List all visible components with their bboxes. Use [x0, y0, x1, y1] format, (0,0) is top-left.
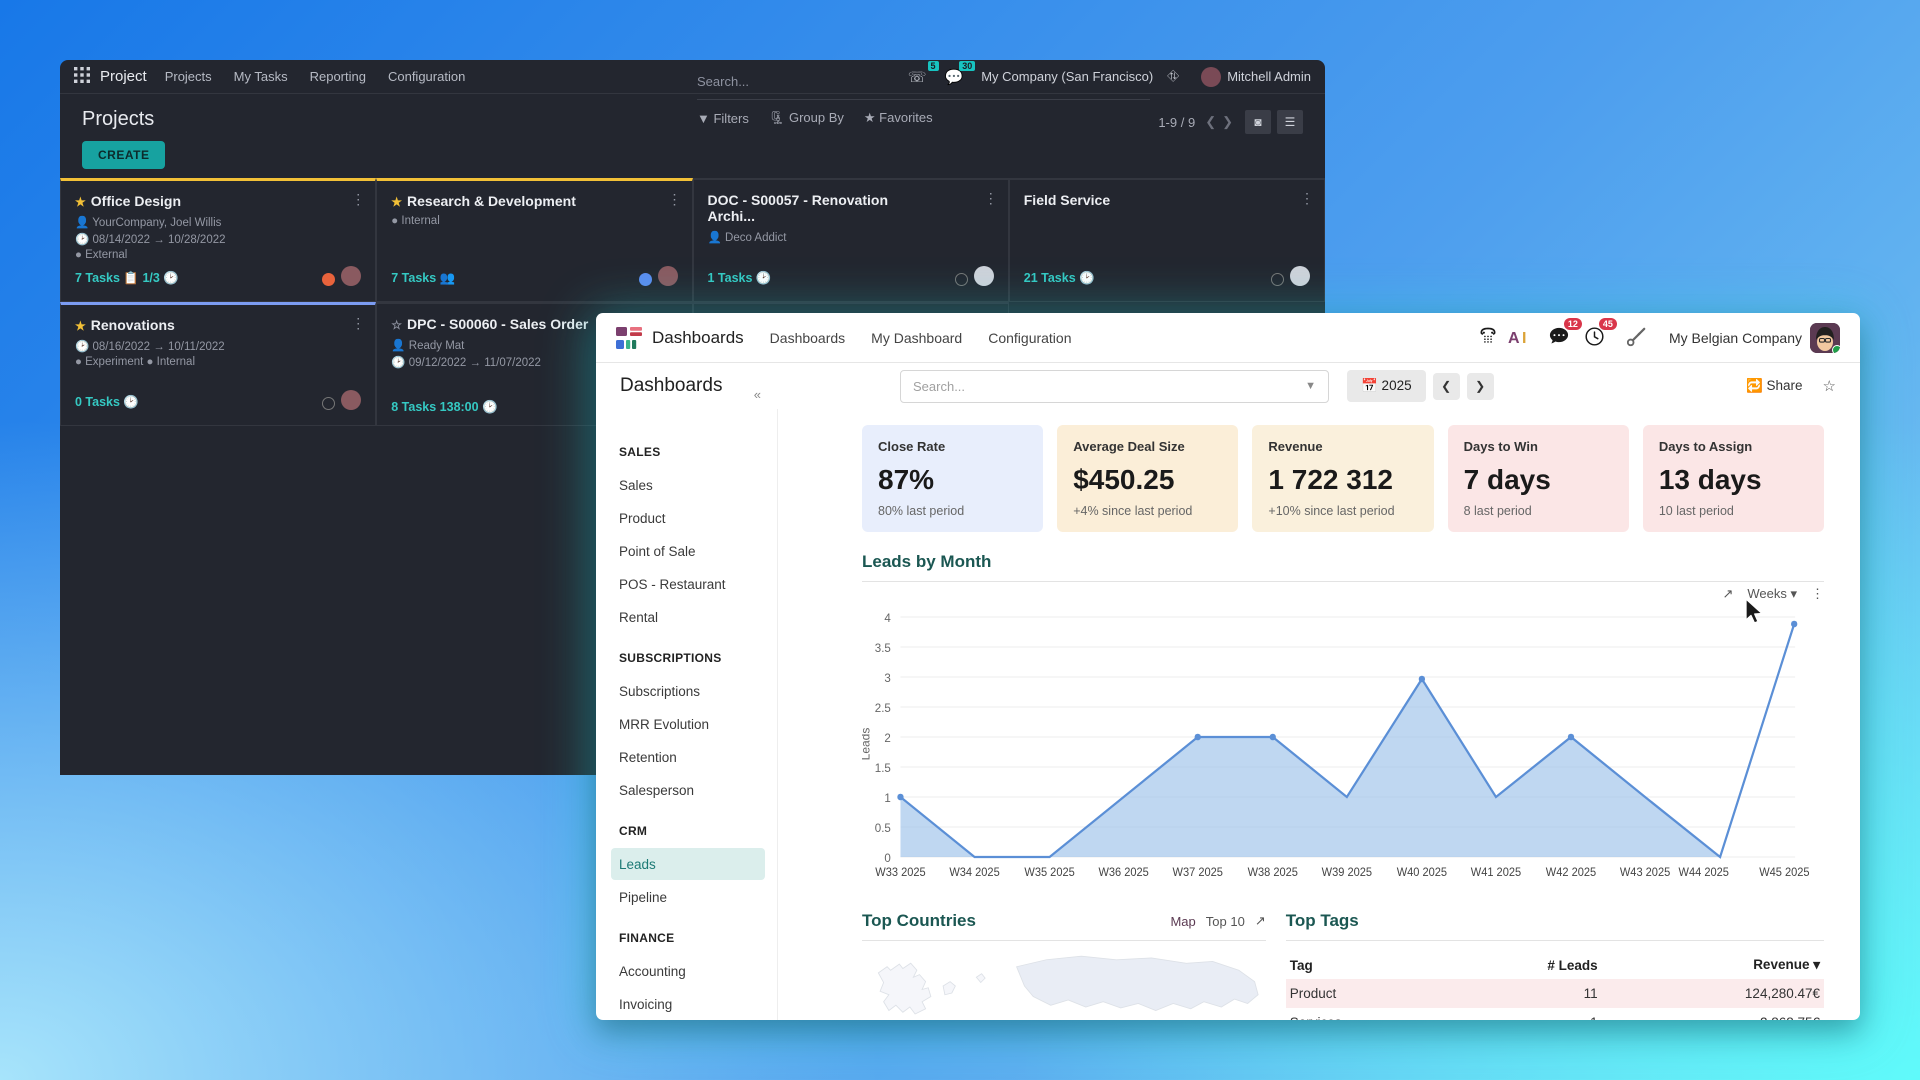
svg-text:Leads: Leads — [862, 728, 873, 761]
svg-text:W44 2025: W44 2025 — [1679, 867, 1729, 879]
svg-text:W39 2025: W39 2025 — [1322, 867, 1372, 879]
svg-text:W34 2025: W34 2025 — [949, 867, 999, 879]
svg-text:3.5: 3.5 — [875, 642, 891, 655]
svg-text:4: 4 — [884, 612, 891, 625]
svg-text:W33 2025: W33 2025 — [875, 867, 925, 879]
svg-text:W35 2025: W35 2025 — [1024, 867, 1074, 879]
svg-text:2: 2 — [884, 732, 890, 745]
svg-text:W41 2025: W41 2025 — [1471, 867, 1521, 879]
svg-text:1: 1 — [884, 792, 890, 805]
svg-text:W43 2025: W43 2025 — [1620, 867, 1670, 879]
svg-text:0: 0 — [884, 852, 891, 865]
svg-text:2.5: 2.5 — [875, 702, 891, 715]
svg-text:W36 2025: W36 2025 — [1098, 867, 1148, 879]
svg-text:W40 2025: W40 2025 — [1397, 867, 1447, 879]
svg-text:W42 2025: W42 2025 — [1546, 867, 1596, 879]
svg-text:3: 3 — [884, 672, 891, 685]
svg-text:A: A — [1508, 330, 1520, 346]
svg-text:W38 2025: W38 2025 — [1248, 867, 1298, 879]
svg-text:W37 2025: W37 2025 — [1173, 867, 1223, 879]
svg-text:I: I — [1522, 330, 1526, 346]
svg-text:W45 2025: W45 2025 — [1759, 867, 1809, 879]
svg-text:0.5: 0.5 — [875, 822, 891, 835]
svg-text:1.5: 1.5 — [875, 762, 891, 775]
